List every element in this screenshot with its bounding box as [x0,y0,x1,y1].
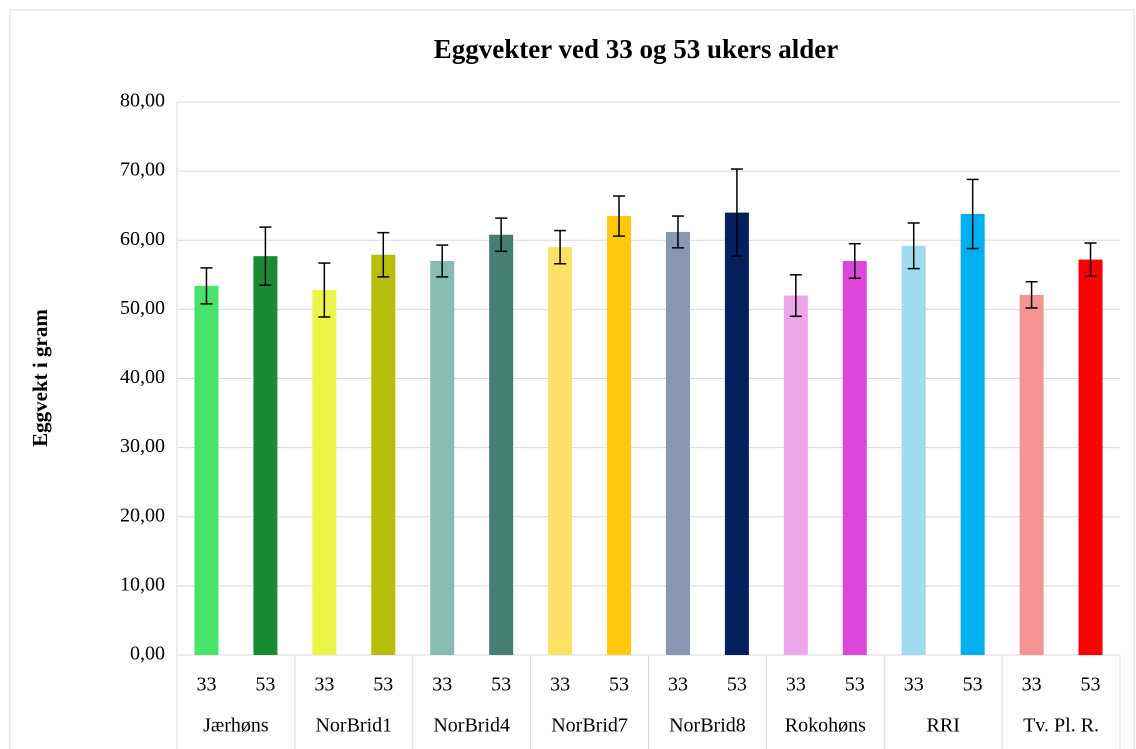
y-tick-label: 70,00 [120,159,165,181]
group-label: Rokohøns [785,715,866,737]
bar [665,231,690,655]
x-tick-label: 53 [727,674,747,696]
bar [842,260,867,655]
group-label: Jærhøns [203,715,269,737]
group-label: NorBrid4 [433,715,510,737]
group-label: NorBrid1 [315,715,392,737]
x-tick-label: 33 [786,674,806,696]
group-label: NorBrid7 [551,715,628,737]
bar [430,260,455,655]
x-tick-label: 33 [432,674,452,696]
chart-title: Eggvekter ved 33 og 53 ukers alder [434,34,838,64]
bar [312,290,337,655]
group-label: Tv. Pl. R. [1023,715,1099,737]
bar [1019,294,1044,655]
x-tick-label: 33 [1022,674,1042,696]
chart-border [9,9,1135,749]
bar [253,256,278,655]
bar [489,234,514,655]
bar [1078,259,1103,655]
x-tick-label: 53 [491,674,511,696]
bar [371,254,396,656]
x-tick-label: 53 [255,674,275,696]
x-tick-label: 33 [196,674,216,696]
bar [194,285,219,655]
y-tick-label: 50,00 [120,297,165,319]
group-label: RRI [927,715,960,737]
bar [783,295,808,655]
bar [901,245,926,655]
bar [724,212,749,655]
group-label: NorBrid8 [669,715,746,737]
y-tick-label: 60,00 [120,228,165,250]
x-tick-label: 53 [1081,674,1101,696]
x-tick-label: 53 [845,674,865,696]
y-axis-label: Eggvekt i gram [28,309,52,447]
x-tick-label: 53 [609,674,629,696]
x-tick-label: 33 [314,674,334,696]
bar [548,247,573,655]
y-tick-label: 0,00 [130,643,165,665]
x-tick-label: 33 [904,674,924,696]
bar [960,213,985,656]
y-tick-label: 30,00 [120,435,165,457]
y-tick-label: 80,00 [120,90,165,112]
x-tick-label: 33 [550,674,570,696]
x-tick-label: 53 [963,674,983,696]
x-tick-label: 53 [373,674,393,696]
y-tick-label: 20,00 [120,504,165,526]
x-tick-label: 33 [668,674,688,696]
y-tick-label: 40,00 [120,366,165,388]
y-tick-label: 10,00 [120,573,165,595]
bar [607,216,632,655]
